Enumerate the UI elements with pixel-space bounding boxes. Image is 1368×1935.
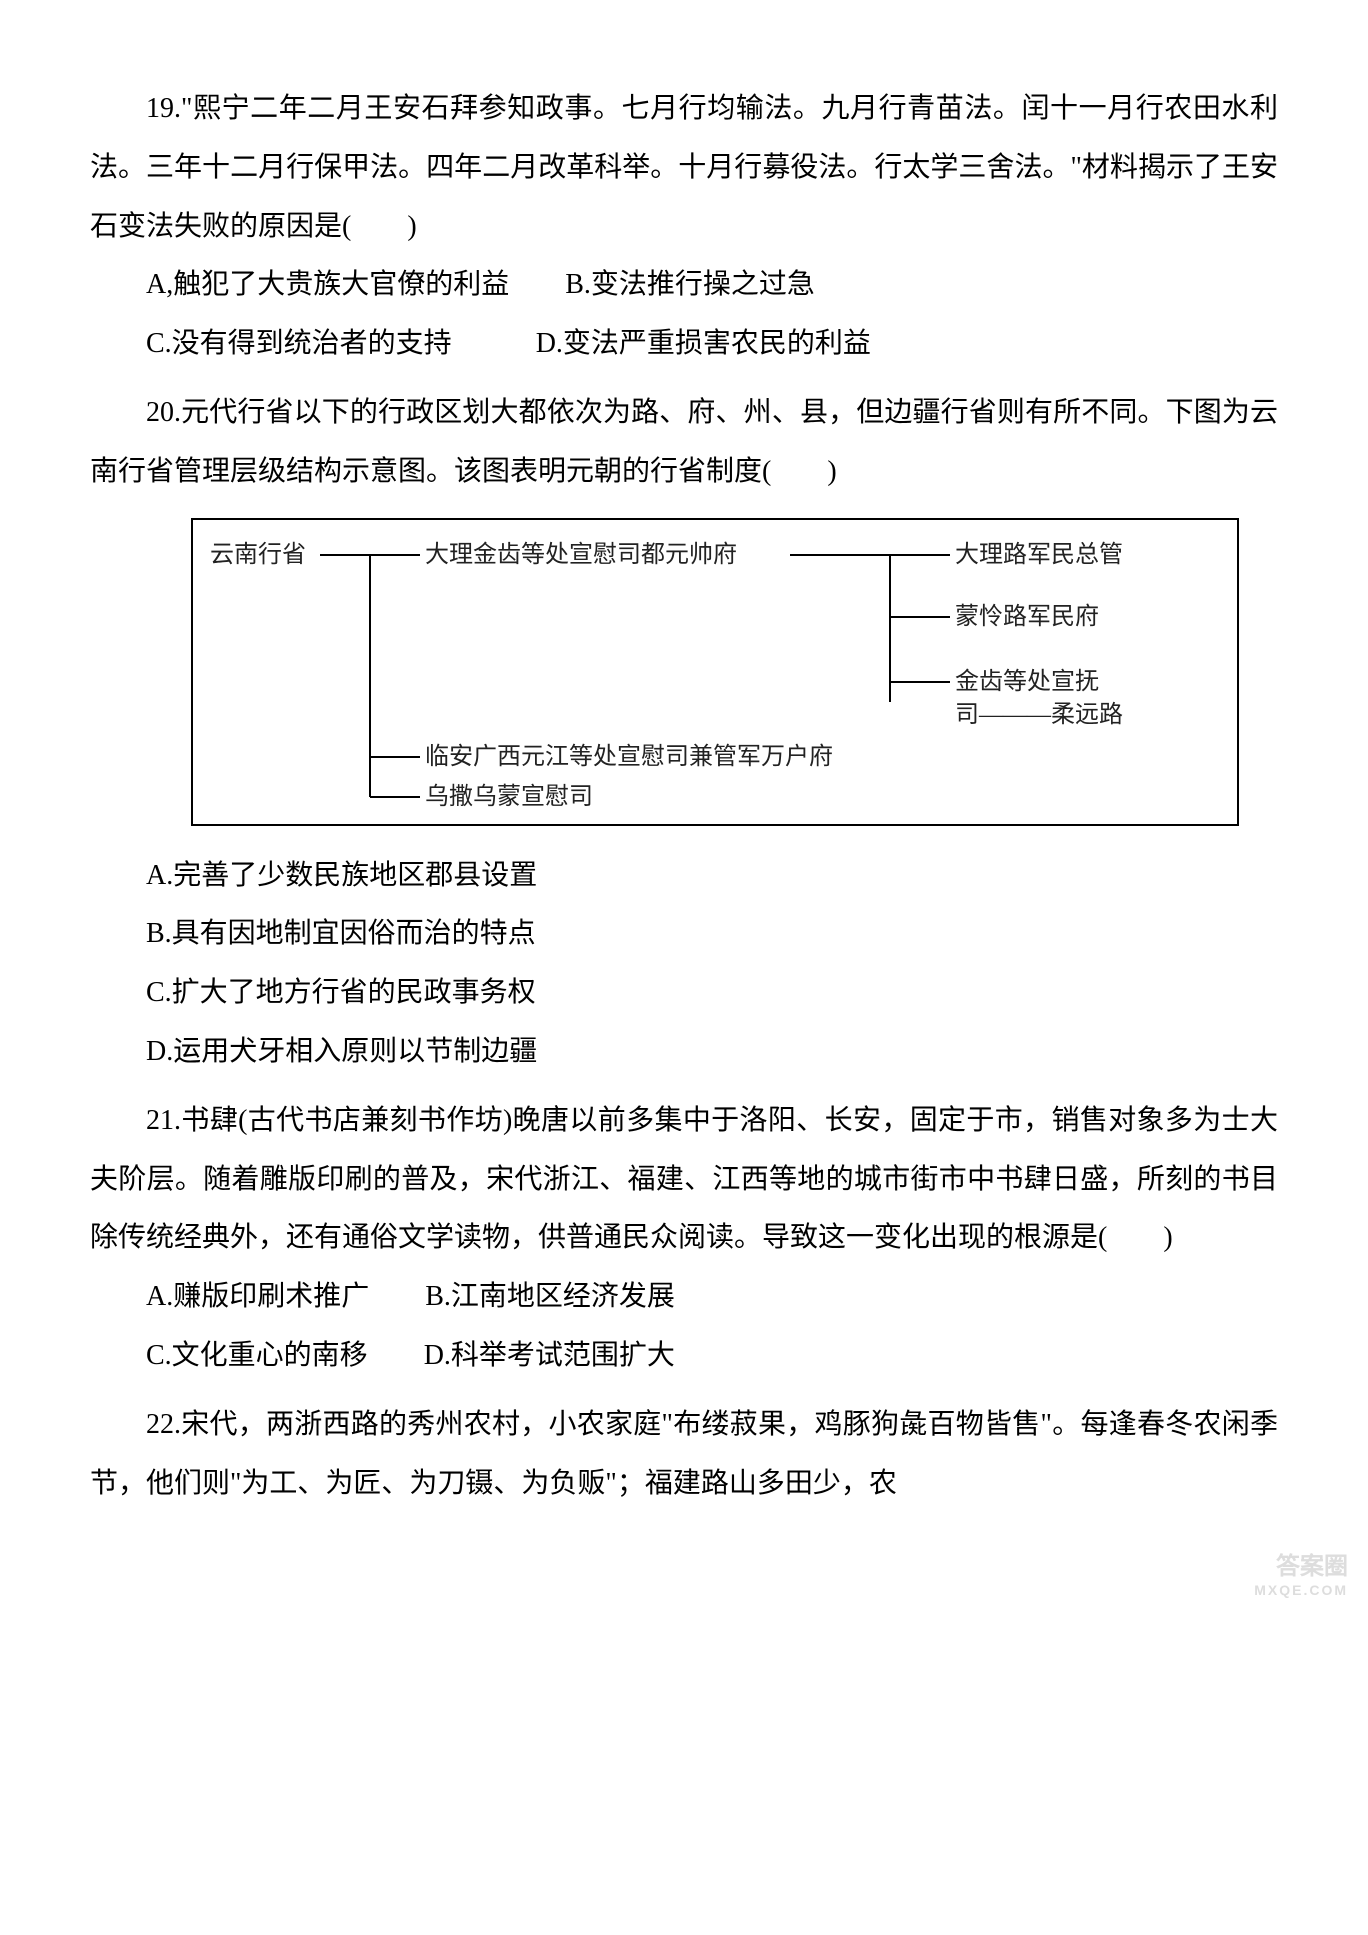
- q19-text: 19."熙宁二年二月王安石拜参知政事。七月行均输法。九月行青苗法。闰十一月行农田…: [90, 80, 1278, 256]
- hierarchy-diagram: 云南行省 大理金齿等处宣慰司都元帅府 大理路军民总管 蒙怜路军民府 金齿等处宣抚…: [190, 517, 1240, 832]
- diagram-svg: 云南行省 大理金齿等处宣慰司都元帅府 大理路军民总管 蒙怜路军民府 金齿等处宣抚…: [190, 517, 1240, 827]
- question-20-options: A.完善了少数民族地区郡县设置 B.具有因地制宜因俗而治的特点 C.扩大了地方行…: [90, 847, 1278, 1082]
- q20-text: 20.元代行省以下的行政区划大都依次为路、府、州、县，但边疆行省则有所不同。下图…: [90, 384, 1278, 502]
- question-22: 22.宋代，两浙西路的秀州农村，小农家庭"布缕菽果，鸡豚狗彘百物皆售"。每逢春冬…: [90, 1396, 1278, 1514]
- q22-text: 22.宋代，两浙西路的秀州农村，小农家庭"布缕菽果，鸡豚狗彘百物皆售"。每逢春冬…: [90, 1396, 1278, 1514]
- q19-opt-c: C.没有得到统治者的支持: [146, 328, 452, 359]
- q21-options-row2: C.文化重心的南移 D.科举考试范围扩大: [90, 1327, 1278, 1386]
- diagram-right3-text: 金齿等处宣抚: [955, 668, 1099, 695]
- q21-opt-a: A.赚版印刷术推广: [146, 1281, 369, 1312]
- q19-options-row2: C.没有得到统治者的支持 D.变法严重损害农民的利益: [90, 315, 1278, 374]
- q21-opt-c: C.文化重心的南移: [146, 1340, 368, 1371]
- q21-text: 21.书肆(古代书店兼刻书作坊)晚唐以前多集中于洛阳、长安，固定于市，销售对象多…: [90, 1092, 1278, 1268]
- question-21: 21.书肆(古代书店兼刻书作坊)晚唐以前多集中于洛阳、长安，固定于市，销售对象多…: [90, 1092, 1278, 1386]
- diagram-right2-text: 蒙怜路军民府: [955, 603, 1099, 630]
- q20-opt-b: B.具有因地制宜因俗而治的特点: [90, 905, 1278, 964]
- q20-opt-d: D.运用犬牙相入原则以节制边疆: [90, 1023, 1278, 1082]
- diagram-top-text: 大理金齿等处宣慰司都元帅府: [425, 541, 737, 568]
- watermark-sub: MXQE.COM: [1254, 1582, 1348, 1599]
- q21-options-row1: A.赚版印刷术推广 B.江南地区经济发展: [90, 1268, 1278, 1327]
- diagram-right3b-text: 司———柔远路: [955, 701, 1123, 728]
- q19-options-row1: A,触犯了大贵族大官僚的利益 B.变法推行操之过急: [90, 256, 1278, 315]
- question-20: 20.元代行省以下的行政区划大都依次为路、府、州、县，但边疆行省则有所不同。下图…: [90, 384, 1278, 502]
- watermark-main: 答案圈: [1254, 1553, 1348, 1582]
- diagram-root-text: 云南行省: [210, 541, 306, 568]
- q21-opt-b: B.江南地区经济发展: [425, 1281, 675, 1312]
- q20-opt-a: A.完善了少数民族地区郡县设置: [90, 847, 1278, 906]
- q19-opt-a: A,触犯了大贵族大官僚的利益: [146, 269, 509, 300]
- q19-opt-d: D.变法严重损害农民的利益: [536, 328, 871, 359]
- watermark: 答案圈 MXQE.COM: [1254, 1553, 1348, 1599]
- q19-opt-b: B.变法推行操之过急: [565, 269, 815, 300]
- diagram-bot-text: 乌撒乌蒙宣慰司: [425, 783, 593, 810]
- q21-opt-d: D.科举考试范围扩大: [424, 1340, 675, 1371]
- question-19: 19."熙宁二年二月王安石拜参知政事。七月行均输法。九月行青苗法。闰十一月行农田…: [90, 80, 1278, 374]
- diagram-right1-text: 大理路军民总管: [955, 541, 1123, 568]
- diagram-mid-text: 临安广西元江等处宣慰司兼管军万户府: [425, 743, 833, 770]
- q20-opt-c: C.扩大了地方行省的民政事务权: [90, 964, 1278, 1023]
